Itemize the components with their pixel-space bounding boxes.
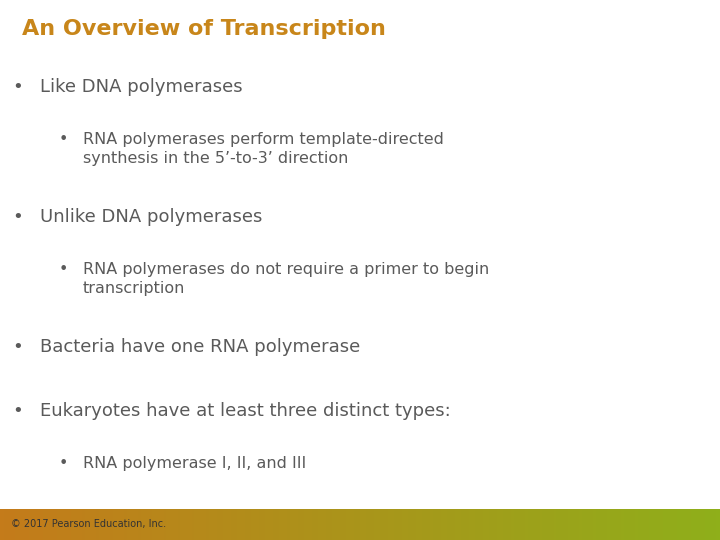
Text: •: • <box>59 262 68 277</box>
Text: Unlike DNA polymerases: Unlike DNA polymerases <box>40 208 262 226</box>
Text: RNA polymerase I, II, and III: RNA polymerase I, II, and III <box>83 456 306 471</box>
Text: •: • <box>59 132 68 147</box>
Text: © 2017 Pearson Education, Inc.: © 2017 Pearson Education, Inc. <box>11 519 166 529</box>
Text: RNA polymerases do not require a primer to begin
transcription: RNA polymerases do not require a primer … <box>83 262 489 296</box>
Text: •: • <box>12 402 23 420</box>
Text: RNA polymerases perform template-directed
synthesis in the 5’-to-3’ direction: RNA polymerases perform template-directe… <box>83 132 444 166</box>
Text: Like DNA polymerases: Like DNA polymerases <box>40 78 242 96</box>
Text: Bacteria have one RNA polymerase: Bacteria have one RNA polymerase <box>40 338 360 355</box>
Text: Eukaryotes have at least three distinct types:: Eukaryotes have at least three distinct … <box>40 402 450 420</box>
Text: •: • <box>12 338 23 355</box>
Text: •: • <box>12 208 23 226</box>
Text: •: • <box>59 456 68 471</box>
Text: An Overview of Transcription: An Overview of Transcription <box>22 19 385 39</box>
Text: •: • <box>12 78 23 96</box>
